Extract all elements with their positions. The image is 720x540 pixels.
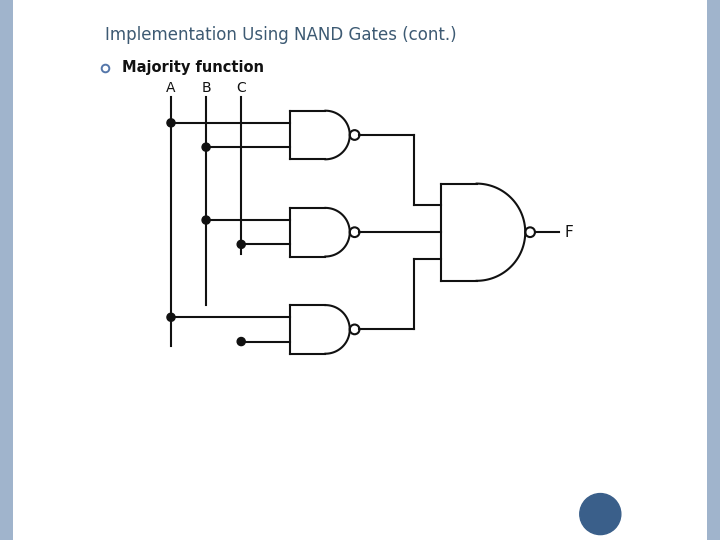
- Circle shape: [167, 313, 175, 321]
- Circle shape: [580, 494, 621, 535]
- Text: C: C: [236, 80, 246, 94]
- Circle shape: [202, 143, 210, 151]
- Text: Implementation Using NAND Gates (cont.): Implementation Using NAND Gates (cont.): [105, 26, 456, 44]
- Circle shape: [237, 240, 246, 248]
- Text: A: A: [166, 80, 176, 94]
- Circle shape: [167, 119, 175, 127]
- Circle shape: [202, 216, 210, 224]
- Text: Majority function: Majority function: [122, 60, 264, 75]
- Circle shape: [237, 338, 246, 346]
- Text: B: B: [202, 80, 211, 94]
- Text: F: F: [564, 225, 573, 240]
